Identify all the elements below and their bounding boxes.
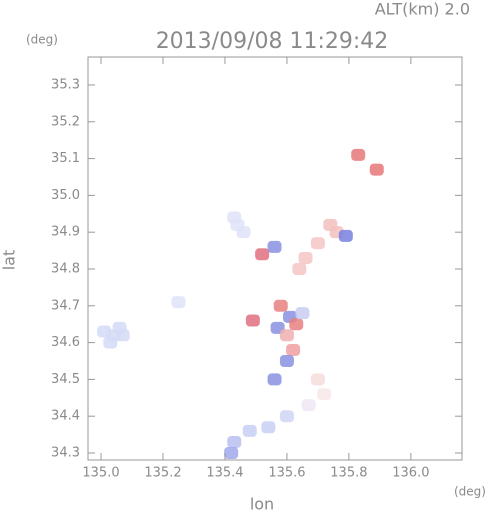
radar-cell: [286, 343, 301, 356]
radar-cell: [298, 251, 313, 264]
x-tick-label: 136.0: [392, 466, 429, 481]
radar-cell: [236, 226, 251, 239]
x-tick-label: 135.8: [330, 466, 367, 481]
radar-cell: [351, 148, 366, 161]
y-tick-label: 34.8: [51, 261, 80, 276]
radar-cell: [255, 248, 270, 261]
y-axis-label: lat: [0, 250, 19, 271]
subtitle: ALT(km) 2.0: [375, 0, 470, 19]
y-tick-label: 34.3: [51, 446, 80, 461]
radar-cell: [245, 314, 260, 327]
radar-cell: [112, 321, 127, 334]
radar-cell: [279, 410, 294, 423]
radar-cell: [242, 424, 257, 437]
radar-cell: [310, 237, 325, 250]
radar-cell: [267, 373, 282, 386]
radar-cell: [295, 307, 310, 320]
y-tick-label: 34.6: [51, 335, 80, 350]
x-unit: (deg): [454, 485, 486, 499]
x-tick-label: 135.2: [144, 466, 181, 481]
x-tick-label: 135.0: [82, 466, 119, 481]
radar-cell: [289, 318, 304, 331]
radar-cell: [369, 163, 384, 176]
y-tick-label: 35.2: [51, 114, 80, 129]
y-tick-label: 34.4: [51, 409, 80, 424]
radar-cell: [279, 354, 294, 367]
radar-cell: [301, 399, 316, 412]
y-unit: (deg): [26, 33, 58, 47]
radar-cell: [103, 336, 118, 349]
x-tick-label: 135.6: [268, 466, 305, 481]
y-tick-label: 34.5: [51, 372, 80, 387]
x-tick-label: 135.4: [206, 466, 243, 481]
x-axis-label: lon: [250, 495, 274, 514]
radar-cell: [267, 240, 282, 253]
radar-cell: [292, 262, 307, 275]
radar-cell: [171, 296, 186, 309]
y-tick-label: 34.9: [51, 225, 80, 240]
radar-cell: [227, 211, 242, 224]
radar-cell: [273, 299, 288, 312]
y-tick-label: 35.1: [51, 151, 80, 166]
radar-cell: [338, 229, 353, 242]
radar-cell: [224, 447, 239, 460]
radar-cell: [279, 329, 294, 342]
radar-cell: [317, 388, 332, 401]
radar-cell: [310, 373, 325, 386]
radar-cell: [227, 435, 242, 448]
radar-cell: [261, 421, 276, 434]
chart-title: 2013/09/08 11:29:42: [156, 29, 389, 54]
y-tick-label: 34.7: [51, 298, 80, 313]
y-tick-label: 35.3: [51, 77, 80, 92]
plot-frame: [87, 56, 463, 461]
y-tick-label: 35.0: [51, 188, 80, 203]
